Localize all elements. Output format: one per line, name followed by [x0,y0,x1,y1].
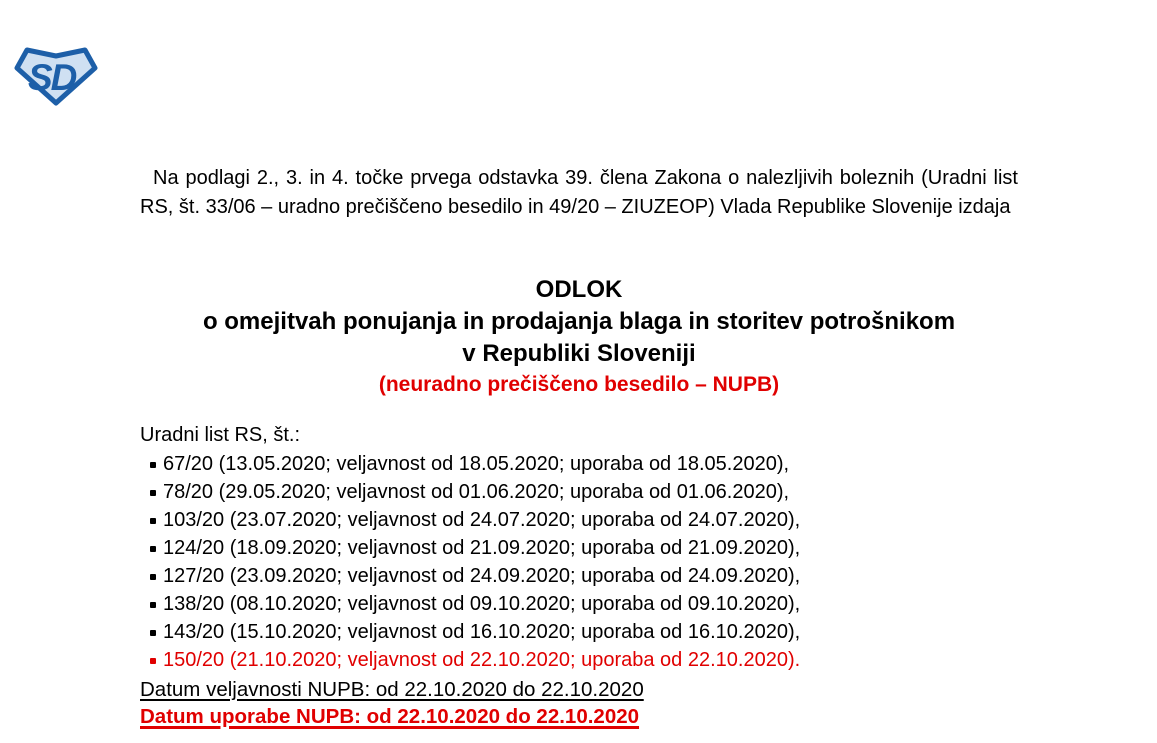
bullet-icon [150,630,156,636]
bullet-icon [150,518,156,524]
gazette-item-text: 103/20 (23.07.2020; veljavnost od 24.07.… [163,509,801,531]
gazette-item: 103/20 (23.07.2020; veljavnost od 24.07.… [140,506,1018,534]
shield-shape [14,47,98,106]
sd-logo-icon: SD [14,47,98,106]
gazette-item-text: 138/20 (08.10.2020; veljavnost od 09.10.… [163,593,801,615]
sd-logo-letters: SD [28,57,77,98]
sd-logo: SD [13,44,99,108]
gazette-item: 67/20 (13.05.2020; veljavnost od 18.05.2… [140,450,1018,478]
bullet-icon [150,574,156,580]
bullet-icon [150,490,156,496]
gazette-item-text: 78/20 (29.05.2020; veljavnost od 01.06.2… [163,481,790,503]
bullet-icon [150,546,156,552]
intro-paragraph: Na podlagi 2., 3. in 4. točke prvega ods… [140,167,1018,218]
gazette-item: 143/20 (15.10.2020; veljavnost od 16.10.… [140,618,1018,646]
bullet-icon [150,658,156,664]
doc-subtitle-1: o omejitvah ponujanja in prodajanja blag… [202,308,956,335]
bullet-icon [150,462,156,468]
usage-line: Datum uporabe NUPB: od 22.10.2020 do 22.… [140,705,640,728]
gazette-item-text: 67/20 (13.05.2020; veljavnost od 18.05.2… [163,453,790,475]
doc-subtitle-2: v Republiki Sloveniji [462,340,696,367]
gazette-item-text: 127/20 (23.09.2020; veljavnost od 24.09.… [163,565,801,587]
validity-line: Datum veljavnosti NUPB: od 22.10.2020 do… [140,678,644,701]
gazette-list: 67/20 (13.05.2020; veljavnost od 18.05.2… [140,450,1018,674]
gazette-item-text: 150/20 (21.10.2020; veljavnost od 22.10.… [163,649,801,671]
bullet-icon [150,602,156,608]
gazette-item: 124/20 (18.09.2020; veljavnost od 21.09.… [140,534,1018,562]
gazette-item-text: 124/20 (18.09.2020; veljavnost od 21.09.… [163,537,801,559]
gazette-item: 127/20 (23.09.2020; veljavnost od 24.09.… [140,562,1018,590]
gazette-item-text: 143/20 (15.10.2020; veljavnost od 16.10.… [163,621,801,643]
gazette-heading: Uradni list RS, št.: [140,424,301,446]
gazette-item: 78/20 (29.05.2020; veljavnost od 01.06.2… [140,478,1018,506]
title-block: ODLOK o omejitvah ponujanja in prodajanj… [140,274,1018,400]
nupb-note: (neuradno prečiščeno besedilo – NUPB) [378,373,780,396]
gazette-item: 150/20 (21.10.2020; veljavnost od 22.10.… [140,646,1018,674]
doc-title: ODLOK [535,276,623,303]
gazette-item: 138/20 (08.10.2020; veljavnost od 09.10.… [140,590,1018,618]
